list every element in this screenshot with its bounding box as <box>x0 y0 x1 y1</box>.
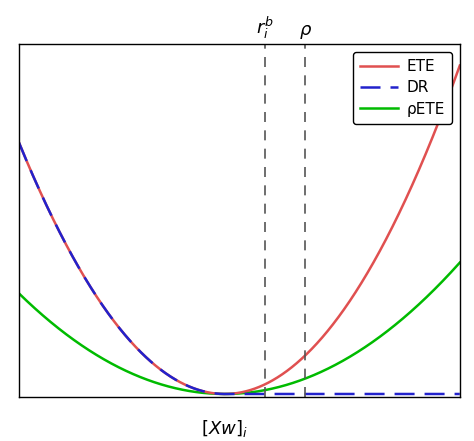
ETE <box>457 63 463 68</box>
DR <box>92 292 98 297</box>
ETE <box>92 292 98 297</box>
ETE <box>66 248 72 253</box>
DR <box>401 391 407 396</box>
DR <box>222 391 228 396</box>
ρETE <box>16 291 22 296</box>
Line: ρETE: ρETE <box>19 262 460 394</box>
Text: $[Xw]_i$: $[Xw]_i$ <box>201 418 248 439</box>
DR <box>185 383 191 389</box>
Legend: ETE, DR, ρETE: ETE, DR, ρETE <box>353 52 452 124</box>
Text: $\rho$: $\rho$ <box>299 22 312 41</box>
DR <box>448 391 454 396</box>
ρETE <box>401 315 407 321</box>
DR <box>66 248 72 253</box>
ρETE <box>457 260 463 265</box>
ETE <box>448 86 454 92</box>
ρETE <box>66 334 72 339</box>
Text: $r_i^b$: $r_i^b$ <box>256 14 274 41</box>
DR <box>16 140 22 145</box>
ρETE <box>222 391 228 396</box>
Line: ETE: ETE <box>19 66 460 394</box>
ETE <box>222 391 228 396</box>
ETE <box>185 383 191 389</box>
DR <box>204 389 210 395</box>
DR <box>457 391 463 396</box>
ρETE <box>185 388 191 393</box>
ρETE <box>92 351 98 357</box>
ETE <box>204 389 210 395</box>
ρETE <box>204 391 210 396</box>
ρETE <box>448 269 454 275</box>
Line: DR: DR <box>19 142 460 394</box>
ETE <box>401 201 407 206</box>
ETE <box>16 140 22 145</box>
